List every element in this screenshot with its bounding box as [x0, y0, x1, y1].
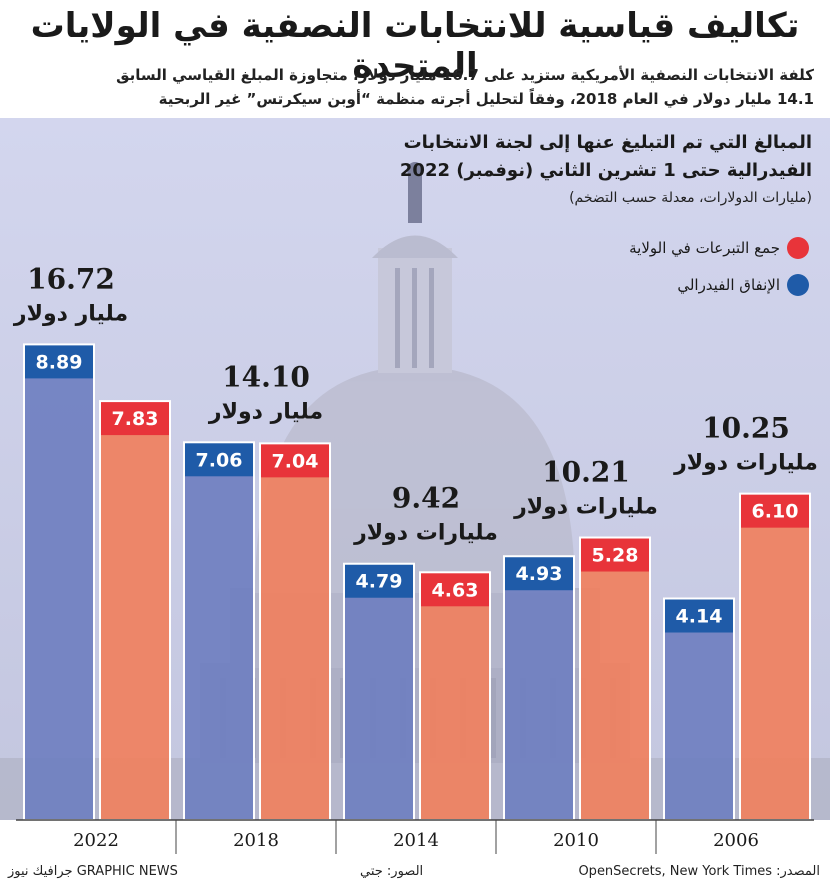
- total-unit-label-2010: مليارات دولار: [513, 495, 658, 520]
- value-label-state-2022: 7.83: [112, 408, 159, 430]
- bar-state-cap-2014: [420, 572, 490, 607]
- value-label-federal-2010: 4.93: [516, 563, 563, 585]
- bar-federal-cap-2006: [664, 598, 734, 633]
- x-axis-band: [0, 820, 830, 856]
- value-label-federal-2014: 4.79: [356, 571, 403, 593]
- bar-state-cap-2010: [580, 537, 650, 572]
- x-tick-label-2018: 2018: [233, 830, 279, 851]
- value-label-state-2014: 4.63: [432, 579, 479, 601]
- credit-text: GRAPHIC NEWS جرافيك نيوز: [8, 864, 178, 879]
- bar-state-cap-2006: [740, 493, 810, 528]
- legend-state-swatch: [787, 237, 809, 259]
- bar-state-2006: [740, 493, 810, 820]
- value-label-state-2018: 7.04: [272, 450, 319, 472]
- total-unit-label-2022: مليار دولار: [13, 301, 128, 326]
- total-label-2018: 14.10: [222, 360, 310, 393]
- source-text: المصدر: OpenSecrets, New York Times: [578, 864, 820, 879]
- x-tick-label-2022: 2022: [73, 830, 119, 851]
- x-tick-label-2006: 2006: [713, 830, 759, 851]
- bar-federal-cap-2022: [24, 344, 94, 379]
- photo-credit-text: الصور: جتي: [360, 864, 424, 879]
- value-label-state-2010: 5.28: [592, 545, 639, 567]
- bar-federal-cap-2018: [184, 442, 254, 477]
- legend-federal-label: الإنفاق الفيدرالي: [677, 276, 780, 295]
- bar-federal-cap-2010: [504, 556, 574, 591]
- value-label-federal-2022: 8.89: [36, 351, 83, 373]
- bar-federal-2018: [184, 442, 254, 820]
- chart-units: (مليارات الدولارات، معدلة حسب التضخم): [569, 190, 812, 206]
- total-label-2014: 9.42: [392, 482, 460, 515]
- value-label-federal-2018: 7.06: [196, 449, 243, 471]
- total-unit-label-2014: مليارات دولار: [353, 521, 498, 546]
- footer: GRAPHIC NEWS جرافيك نيوز الصور: جتي المص…: [0, 858, 830, 888]
- total-label-2022: 16.72: [27, 262, 115, 295]
- bar-state-2014: [420, 572, 490, 820]
- bar-state-cap-2018: [260, 443, 330, 478]
- labels-layer: 8.89 7.83 16.72 مليار دولار 7.06 7.04 14.10 ملي…: [13, 262, 818, 627]
- subtitle-line-1: كلفة الانتخابات النصفية الأمريكية ستزيد …: [116, 66, 814, 84]
- total-unit-label-2006: مليارات دولار: [673, 451, 818, 476]
- total-label-2006: 10.25: [702, 412, 790, 445]
- bar-state-cap-2022: [100, 401, 170, 436]
- bar-federal-2022: [24, 344, 94, 820]
- x-tick-label-2010: 2010: [553, 830, 599, 851]
- bars-layer: [23, 343, 811, 822]
- bar-federal-cap-2014: [344, 563, 414, 598]
- legend: جمع التبرعات في الولاية الإنفاق الفيدرال…: [629, 237, 809, 296]
- bar-state-2010: [580, 537, 650, 820]
- legend-federal-swatch: [787, 274, 809, 296]
- chart-title-line-1: المبالغ التي تم التبليغ عنها إلى لجنة ال…: [404, 132, 812, 153]
- legend-state-label: جمع التبرعات في الولاية: [629, 239, 780, 258]
- bar-state-2022: [100, 401, 170, 820]
- x-tick-label-2014: 2014: [393, 830, 439, 851]
- chart: 8.89 7.83 16.72 مليار دولار 7.06 7.04 14.10 ملي…: [0, 118, 830, 856]
- bar-state-2018: [260, 443, 330, 820]
- x-axis-ticks: 2022 2018 2014 2010 2006: [73, 820, 759, 854]
- bar-federal-2010: [504, 556, 574, 820]
- bar-federal-2006: [664, 598, 734, 820]
- subtitle-line-2: 14.1 مليار دولار في العام 2018، وفقاً لت…: [158, 90, 814, 108]
- total-unit-label-2018: مليار دولار: [208, 399, 323, 424]
- total-label-2010: 10.21: [542, 456, 630, 489]
- bar-federal-2014: [344, 563, 414, 820]
- value-label-federal-2006: 4.14: [676, 606, 723, 628]
- value-label-state-2006: 6.10: [752, 501, 799, 523]
- page-title: تكاليف قياسية للانتخابات النصفية في الول…: [30, 6, 800, 86]
- chart-title-line-2: الفيدرالية حتى 1 تشرين الثاني (نوفمبر) 2…: [400, 160, 812, 181]
